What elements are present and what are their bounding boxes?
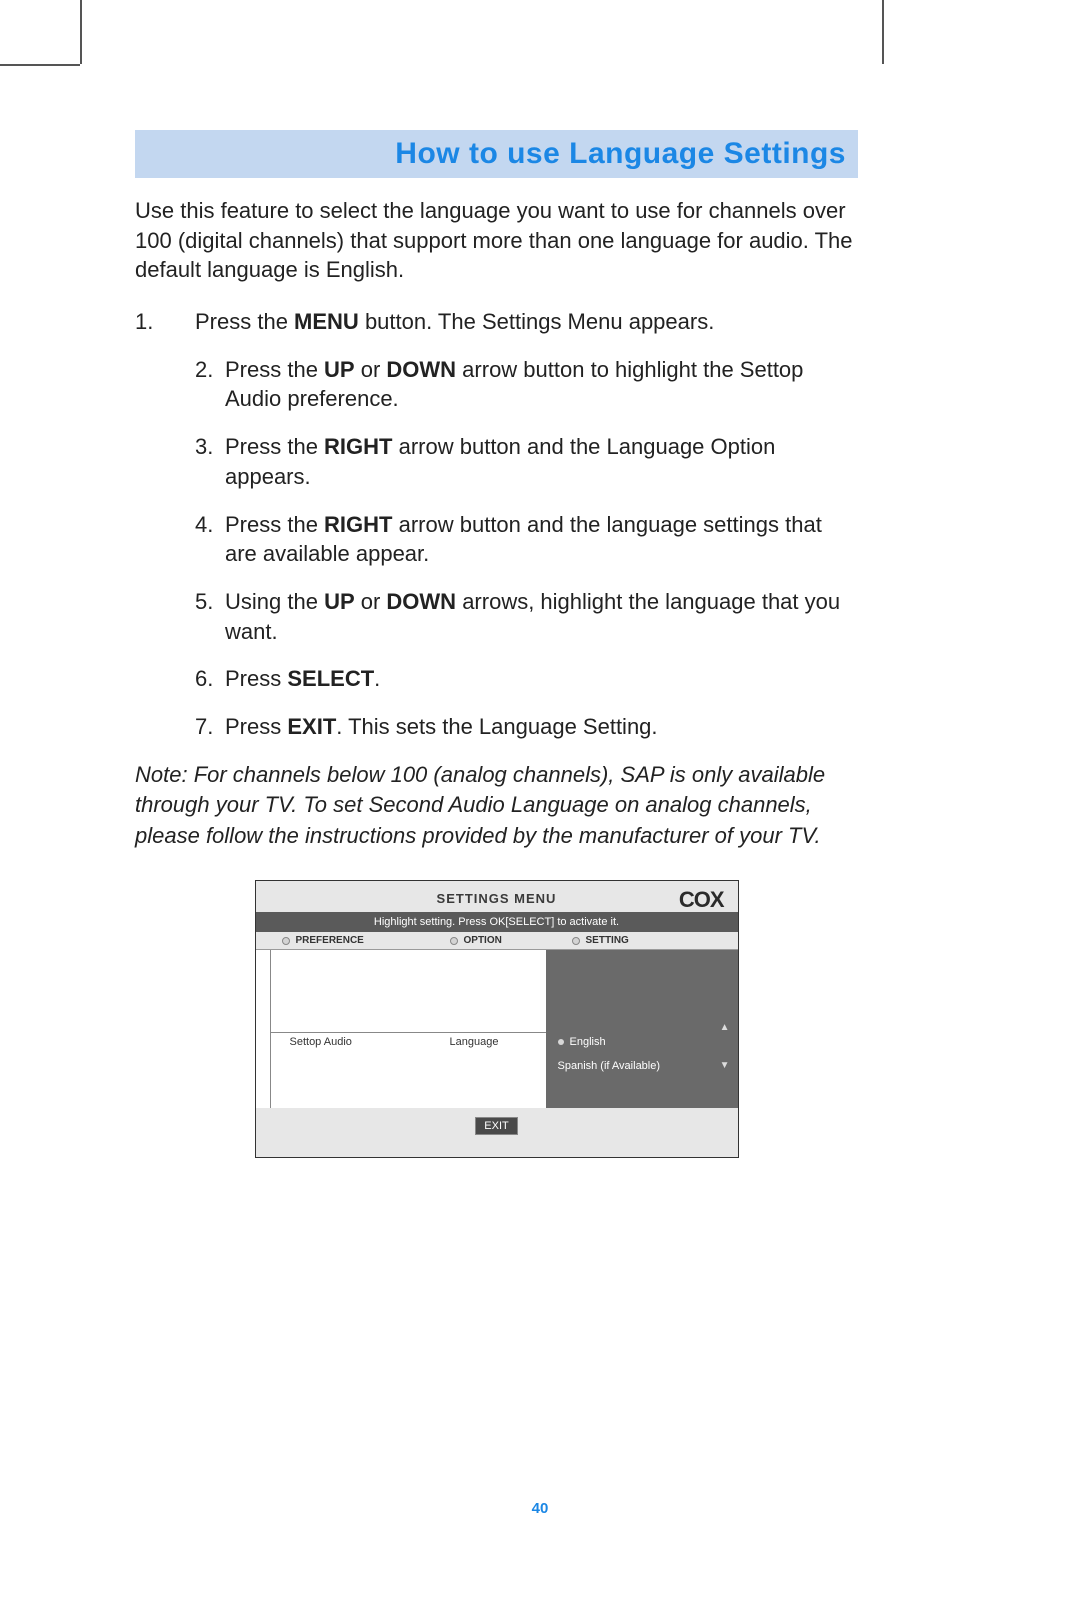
option-value: Language xyxy=(450,1036,499,1048)
col-option-label: OPTION xyxy=(464,935,502,946)
step-text: Press the MENU button. The Settings Menu… xyxy=(195,307,858,337)
arrow-down-icon: ▼ xyxy=(720,1060,730,1071)
step-number: 5. xyxy=(195,587,225,646)
menu-footer: EXIT xyxy=(256,1108,738,1157)
crop-mark xyxy=(882,0,884,64)
step-text: Press SELECT. xyxy=(225,664,858,694)
step-7: 7. Press EXIT. This sets the Language Se… xyxy=(135,712,858,742)
step-1: 1. Press the MENU button. The Settings M… xyxy=(135,307,858,337)
step-number: 1. xyxy=(135,307,195,337)
page-title: How to use Language Settings xyxy=(135,130,858,178)
step-6: 6. Press SELECT. xyxy=(135,664,858,694)
exit-button: EXIT xyxy=(475,1117,517,1135)
crop-mark xyxy=(0,64,80,66)
intro-paragraph: Use this feature to select the language … xyxy=(135,196,858,285)
dot-icon xyxy=(572,937,580,945)
note-paragraph: Note: For channels below 100 (analog cha… xyxy=(135,760,858,852)
step-2: 2. Press the UP or DOWN arrow button to … xyxy=(135,355,858,414)
step-number: 6. xyxy=(195,664,225,694)
bullet-icon xyxy=(558,1039,564,1045)
step-number: 3. xyxy=(195,432,225,491)
menu-instruction-bar: Highlight setting. Press OK[SELECT] to a… xyxy=(256,912,738,932)
settings-menu-screenshot: SETTINGS MENU COX Highlight setting. Pre… xyxy=(255,880,739,1158)
preference-value: Settop Audio xyxy=(290,1036,352,1048)
col-setting-label: SETTING xyxy=(586,935,629,946)
step-number: 7. xyxy=(195,712,225,742)
step-text: Press EXIT. This sets the Language Setti… xyxy=(225,712,858,742)
crop-mark xyxy=(80,0,82,64)
dot-icon xyxy=(450,937,458,945)
menu-left-panel: Settop Audio Language xyxy=(256,950,546,1108)
step-5: 5. Using the UP or DOWN arrows, highligh… xyxy=(135,587,858,646)
step-text: Press the UP or DOWN arrow button to hig… xyxy=(225,355,858,414)
step-number: 4. xyxy=(195,510,225,569)
step-text: Using the UP or DOWN arrows, highlight t… xyxy=(225,587,858,646)
setting-english-label: English xyxy=(570,1036,606,1048)
page-number: 40 xyxy=(532,1500,549,1517)
menu-header: SETTINGS MENU COX xyxy=(256,881,738,912)
arrow-up-icon: ▲ xyxy=(720,1022,730,1033)
col-preference-label: PREFERENCE xyxy=(296,935,364,946)
step-3: 3. Press the RIGHT arrow button and the … xyxy=(135,432,858,491)
menu-setting-panel: ▲ English Spanish (if Available) ▼ xyxy=(546,950,738,1108)
dot-icon xyxy=(282,937,290,945)
menu-column-headers: PREFERENCE OPTION SETTING xyxy=(256,932,738,950)
setting-option-spanish: Spanish (if Available) xyxy=(558,1060,661,1072)
step-text: Press the RIGHT arrow button and the lan… xyxy=(225,510,858,569)
steps-list: 1. Press the MENU button. The Settings M… xyxy=(135,307,858,742)
step-number: 2. xyxy=(195,355,225,414)
setting-spanish-label: Spanish (if Available) xyxy=(558,1060,661,1072)
cox-logo: COX xyxy=(679,887,724,913)
page-content: How to use Language Settings Use this fe… xyxy=(135,130,858,1158)
setting-option-english: English xyxy=(558,1036,606,1048)
step-text: Press the RIGHT arrow button and the Lan… xyxy=(225,432,858,491)
menu-title: SETTINGS MENU xyxy=(437,891,557,906)
step-4: 4. Press the RIGHT arrow button and the … xyxy=(135,510,858,569)
menu-body: Settop Audio Language ▲ English Spanish … xyxy=(256,950,738,1108)
